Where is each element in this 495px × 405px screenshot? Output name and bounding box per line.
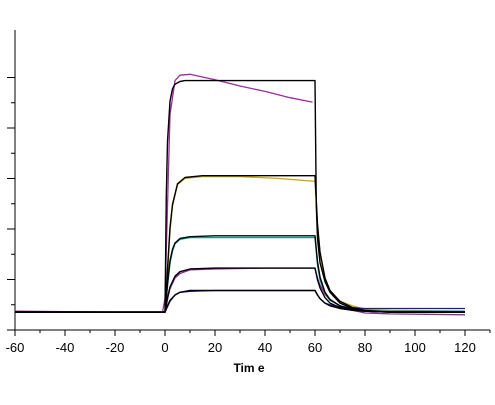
fit-curve-line bbox=[15, 235, 465, 313]
measured-curve-line bbox=[15, 236, 465, 313]
x-tick-label: -20 bbox=[106, 340, 125, 355]
measured-curve-line bbox=[14, 73, 313, 313]
series-group bbox=[14, 73, 466, 316]
x-tick-label: 0 bbox=[161, 340, 168, 355]
x-axis-title: Tim e bbox=[233, 361, 264, 375]
x-tick-label: -60 bbox=[6, 340, 25, 355]
measured-curve-line bbox=[15, 289, 465, 313]
x-tick-label: -40 bbox=[56, 340, 75, 355]
x-tick-label: 60 bbox=[308, 340, 322, 355]
x-tick-label: 80 bbox=[358, 340, 372, 355]
x-axis: -60 -40 -20 0 20 40 60 80 100 120 bbox=[6, 329, 491, 355]
fit-curve-line bbox=[15, 174, 465, 313]
x-tick-label: 40 bbox=[258, 340, 272, 355]
fit-curve-line bbox=[15, 79, 465, 313]
x-tick-label: 20 bbox=[208, 340, 222, 355]
measured-curve-line bbox=[15, 175, 466, 313]
x-tick-label: 120 bbox=[454, 340, 476, 355]
y-axis bbox=[7, 30, 16, 331]
measured-curve-line bbox=[15, 267, 466, 316]
x-tick-label: 100 bbox=[404, 340, 426, 355]
fit-curve-line bbox=[15, 289, 465, 313]
